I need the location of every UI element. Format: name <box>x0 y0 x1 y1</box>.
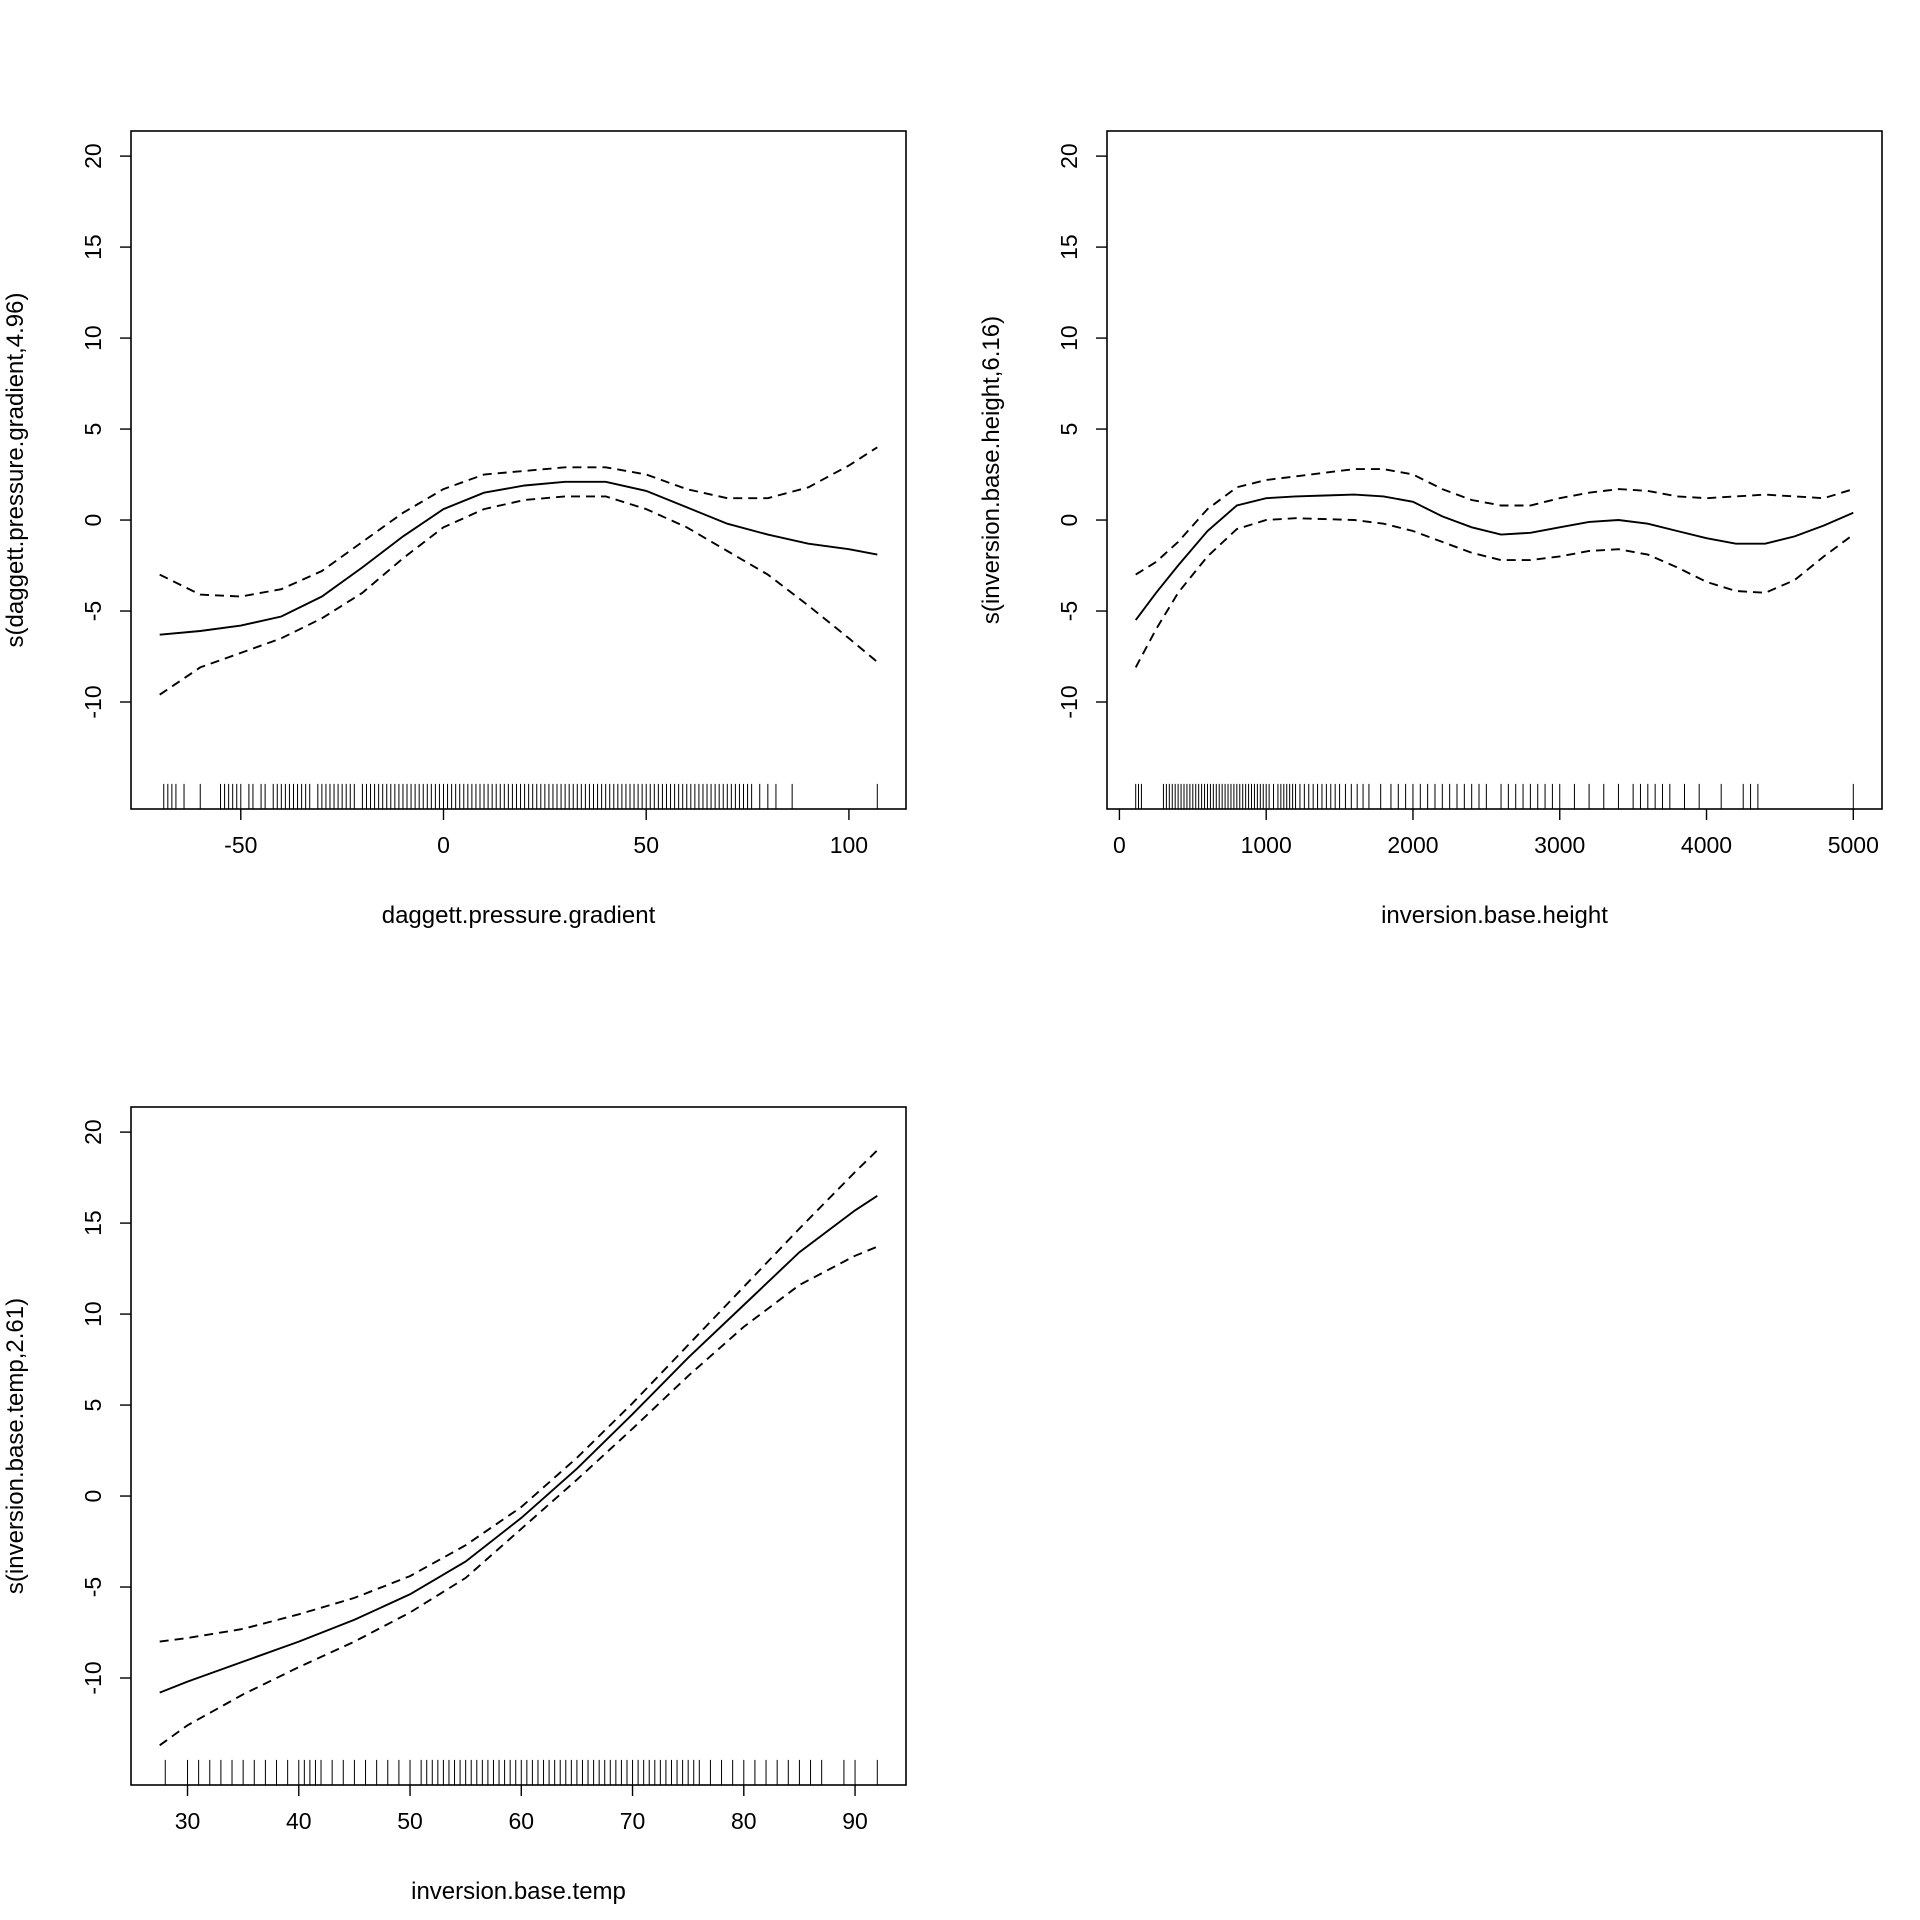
y-tick-label: 20 <box>80 143 106 169</box>
y-tick-label: 0 <box>80 514 106 527</box>
y-tick-label: 5 <box>80 1399 106 1412</box>
x-tick-label: 80 <box>731 1808 757 1834</box>
x-axis-title: daggett.pressure.gradient <box>382 902 656 929</box>
y-tick-label: 15 <box>1056 234 1082 260</box>
x-axis-title: inversion.base.height <box>1381 902 1608 929</box>
confidence-band-line <box>159 1245 878 1747</box>
panel-2: 0 1000 2000 3000 4000 5000 -10 -5 0 5 10 15 20 invers… <box>978 130 1883 929</box>
smooth-estimate-line <box>159 480 878 636</box>
y-tick-label: 20 <box>1056 143 1082 169</box>
y-tick-label: -5 <box>80 601 106 621</box>
x-tick-label: 100 <box>830 832 868 858</box>
x-tick-label: -50 <box>224 832 257 858</box>
smooth-estimate-line <box>159 1195 878 1694</box>
y-tick-label: 15 <box>80 234 106 260</box>
confidence-band-line <box>1134 517 1854 668</box>
x-tick-label: 30 <box>175 1808 201 1834</box>
y-tick-label: 0 <box>1056 514 1082 527</box>
smooth-estimate-line <box>1134 493 1854 621</box>
x-tick-label: 3000 <box>1534 832 1585 858</box>
y-tick-label: -5 <box>1056 601 1082 621</box>
x-tick-label: 90 <box>842 1808 868 1834</box>
confidence-band-line <box>159 1149 878 1643</box>
y-tick-label: 15 <box>80 1210 106 1236</box>
x-tick-label: 4000 <box>1681 832 1732 858</box>
y-tick-label: 5 <box>80 423 106 436</box>
x-tick-label: 1000 <box>1241 832 1292 858</box>
x-tick-label: 70 <box>620 1808 646 1834</box>
y-tick-label: 10 <box>80 1301 106 1327</box>
y-tick-label: -10 <box>80 1661 106 1694</box>
y-tick-label: -10 <box>80 685 106 718</box>
y-axis-title: s(inversion.base.temp,2.61) <box>2 1298 29 1594</box>
confidence-band-line <box>1135 468 1854 576</box>
panel-1: -50 0 50 100-10-505101520daggett.pressure.g… <box>2 130 907 929</box>
x-tick-label: 40 <box>286 1808 312 1834</box>
x-axis-title: inversion.base.temp <box>411 1878 626 1905</box>
y-axis-title: s(daggett.pressure.gradient,4.96) <box>2 293 29 648</box>
y-tick-label: -5 <box>80 1577 106 1597</box>
x-tick-label: 0 <box>437 832 450 858</box>
y-tick-label: 0 <box>80 1490 106 1503</box>
panel-3: 30 40 50 60 70 80 90 -10 -5 0 5 10 15 20 inversion.bas… <box>2 1106 907 1905</box>
x-tick-label: 50 <box>633 832 659 858</box>
plot-frame <box>130 130 907 810</box>
confidence-band-line <box>159 446 878 598</box>
y-tick-label: -10 <box>1056 685 1082 718</box>
y-tick-label: 10 <box>1056 325 1082 351</box>
y-tick-label: 5 <box>1056 423 1082 436</box>
plot-frame <box>130 1106 907 1786</box>
x-tick-label: 2000 <box>1387 832 1438 858</box>
x-tick-label: 0 <box>1113 832 1126 858</box>
y-axis-title: s(inversion.base.height,6.16) <box>978 316 1005 624</box>
x-tick-label: 60 <box>508 1808 534 1834</box>
plot-frame <box>1106 130 1883 810</box>
y-tick-label: 10 <box>80 325 106 351</box>
y-tick-label: 20 <box>80 1119 106 1145</box>
x-tick-label: 50 <box>397 1808 423 1834</box>
x-tick-label: 5000 <box>1828 832 1879 858</box>
confidence-band-line <box>159 495 878 696</box>
